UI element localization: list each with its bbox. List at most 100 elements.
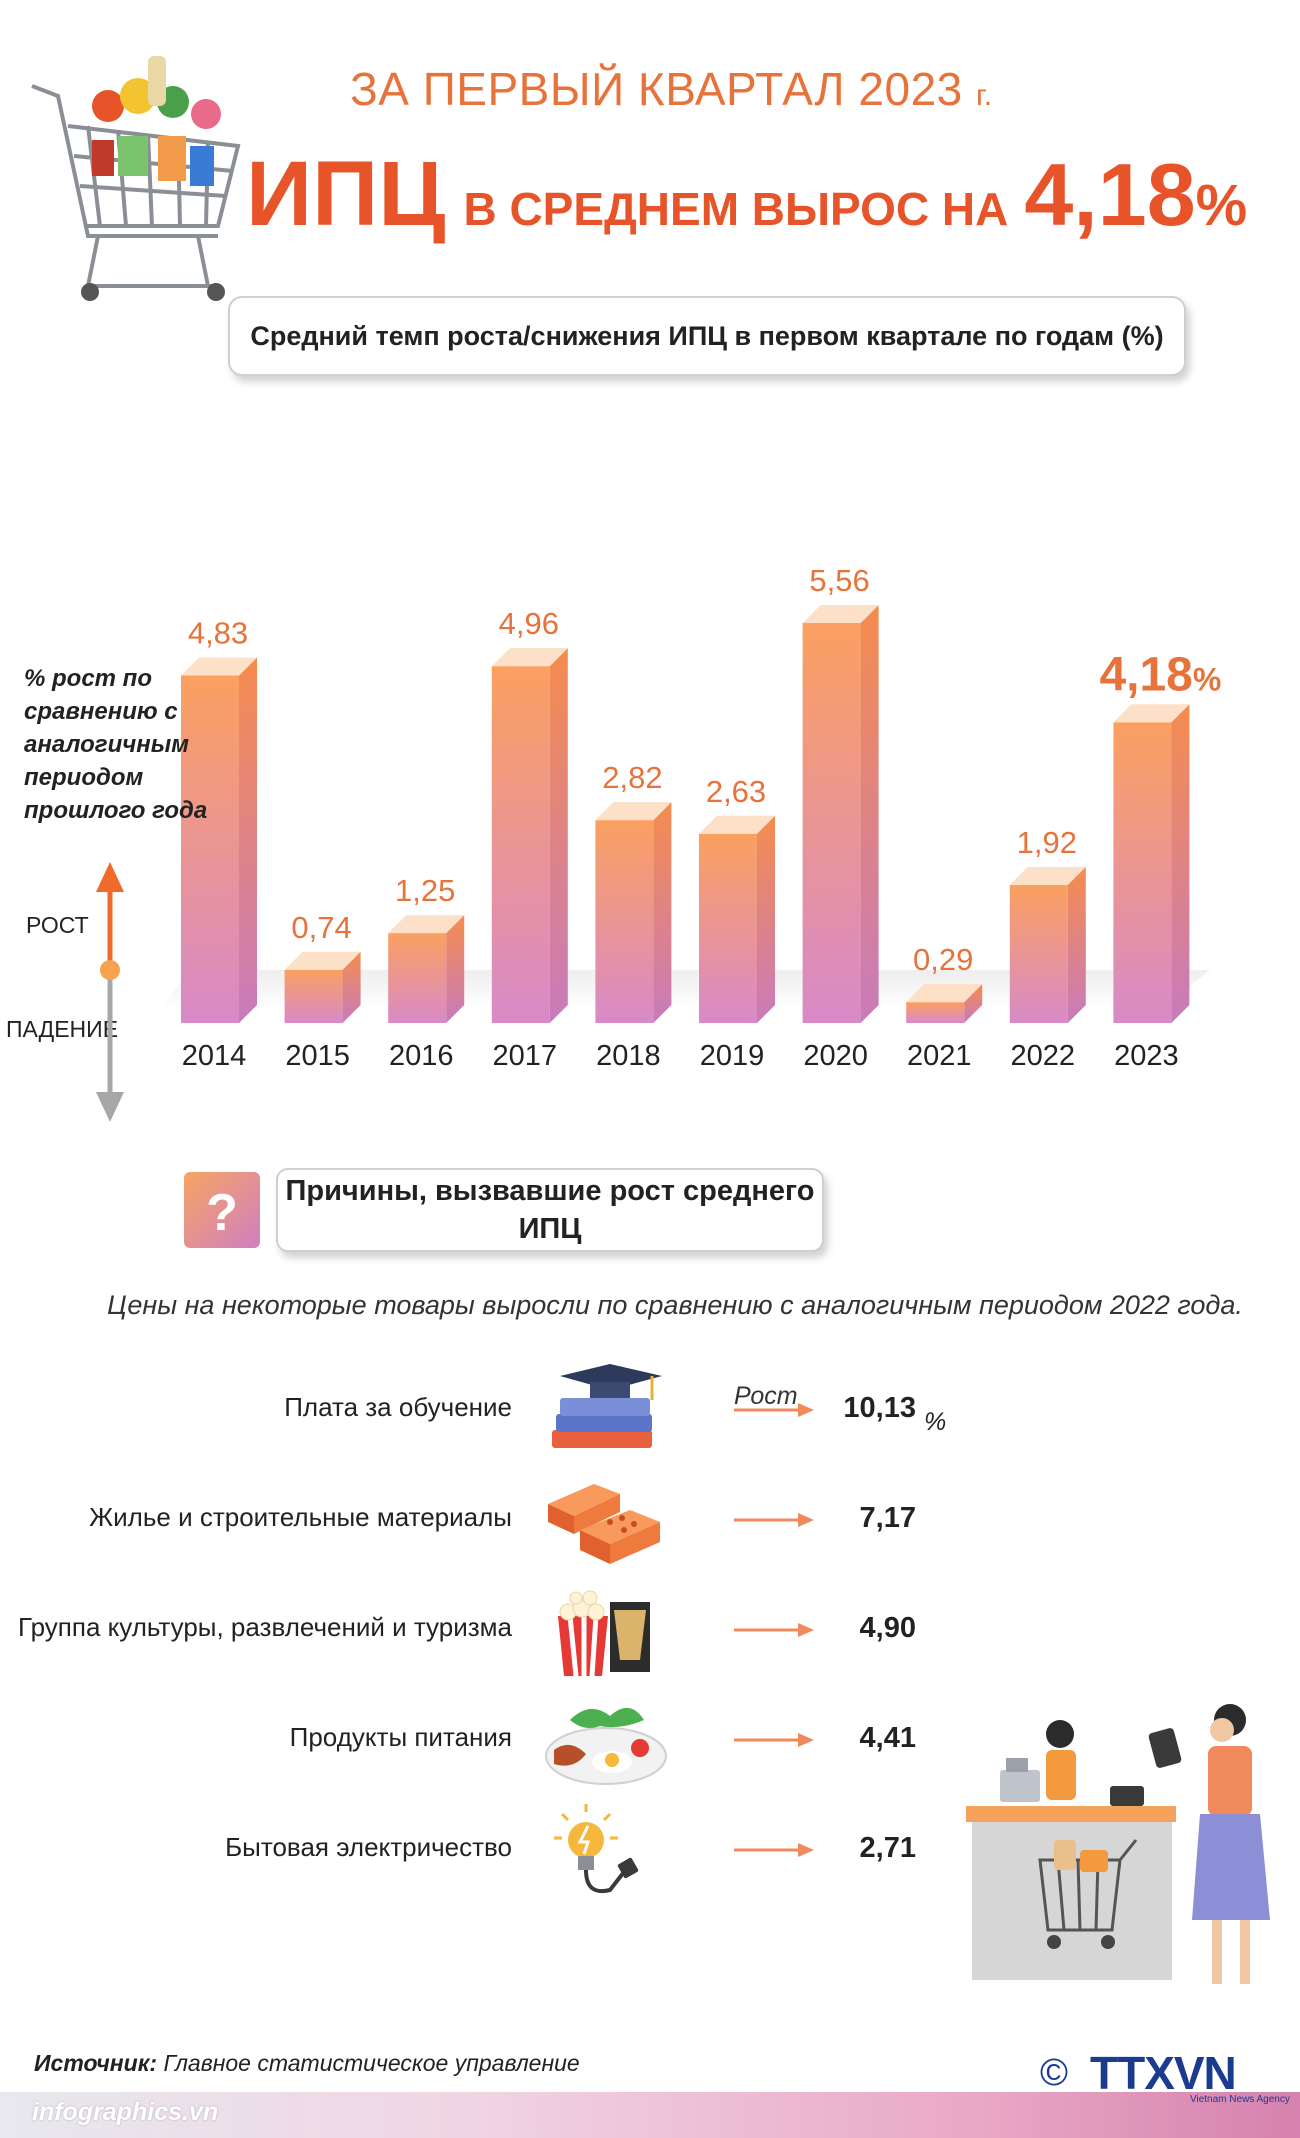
popcorn-icon (558, 1590, 650, 1677)
bar-value-label: 4,83 (188, 616, 248, 651)
x-tick-label: 2023 (1114, 1040, 1179, 1072)
bar-cap (491, 648, 568, 667)
bar-front (802, 623, 861, 1023)
bar-2022 (1009, 866, 1086, 1023)
bar-value-label: 0,29 (913, 942, 973, 977)
reason-item-food: Продукты питания 4,41 (0, 1690, 1300, 1790)
x-tick-label: 2014 (182, 1040, 247, 1072)
reason-value: 2,71 (859, 1832, 916, 1864)
bar-front (595, 820, 654, 1023)
bar-side (549, 648, 568, 1023)
bar-2018 (595, 802, 672, 1023)
bar-front (181, 675, 239, 1023)
rise-arrow-icon (734, 1403, 814, 1417)
period-heading: ЗА ПЕРВЫЙ КВАРТАЛ 2023 г. (350, 62, 993, 116)
bar-2016 (388, 915, 465, 1023)
question-icon: ? (184, 1172, 260, 1248)
reason-value: 10,13 (843, 1392, 916, 1424)
bar-2020 (802, 605, 879, 1023)
bricks-icon (548, 1484, 660, 1564)
shopping-cart-illustration (31, 56, 241, 301)
bar-side (239, 657, 257, 1023)
x-tick-label: 2017 (493, 1040, 558, 1072)
lightbulb-plug-icon (554, 1804, 639, 1893)
copyright-icon: © (1040, 2052, 1068, 2094)
bar-cap (284, 951, 361, 970)
bar-2023 (1113, 704, 1190, 1023)
reason-item-housing: Жилье и строительные материалы 7,17 (0, 1470, 1300, 1570)
source-label: Источник: (34, 2050, 158, 2076)
bar-front (491, 666, 550, 1023)
rise-arrow-icon (734, 1733, 814, 1747)
rise-label: РОСТ (26, 912, 89, 938)
bar-value-label: 2,82 (602, 760, 662, 795)
reason-label: Жилье и строительные материалы (89, 1502, 512, 1532)
x-tick-label: 2021 (907, 1040, 972, 1072)
chart-title: Средний темп роста/снижения ИПЦ в первом… (228, 296, 1186, 376)
bar-cap (906, 984, 983, 1003)
year-suffix: г. (976, 79, 993, 112)
bar-front (388, 933, 447, 1023)
cpi-bar-chart: 4,83 2014 0,74 2015 1,25 2016 4,96 2017 2,82 2018… (160, 563, 1221, 1072)
bar-2021 (906, 984, 983, 1023)
checkout-scene-illustration (966, 1704, 1270, 1984)
reason-label: Группа культуры, развлечений и туризма (18, 1612, 512, 1642)
x-tick-label: 2022 (1011, 1040, 1076, 1072)
reasons-title: Причины, вызвавшие рост среднего ИПЦ (276, 1168, 824, 1252)
rise-arrow-icon (734, 1513, 814, 1527)
reason-value: 7,17 (859, 1502, 916, 1534)
headline: ИПЦ В СРЕДНЕМ ВЫРОС НА 4,18% (246, 142, 1247, 247)
bar-side (446, 915, 465, 1023)
bar-side (342, 951, 361, 1023)
bar-side (1067, 866, 1086, 1023)
x-tick-label: 2019 (700, 1040, 765, 1072)
bar-front (699, 833, 757, 1023)
x-tick-label: 2016 (389, 1040, 454, 1072)
reason-value: 4,90 (859, 1612, 916, 1644)
cpi-label: ИПЦ (246, 143, 446, 245)
bar-side (860, 605, 879, 1023)
rise-arrow-icon (734, 1623, 814, 1637)
bar-front (1113, 722, 1172, 1023)
period-text: ЗА ПЕРВЫЙ КВАРТАЛ 2023 (350, 63, 963, 115)
bar-2015 (284, 951, 361, 1023)
x-tick-label: 2020 (803, 1040, 868, 1072)
reason-list: Плата за обучение 10,13 Жилье и строител… (0, 1340, 1300, 1940)
site-link[interactable]: infographics.vn (32, 2098, 219, 2126)
source-note: Источник: Главное статистическое управле… (34, 2050, 580, 2077)
bar-cap (802, 605, 879, 623)
x-tick-label: 2018 (596, 1040, 661, 1072)
bar-front (284, 969, 343, 1023)
reason-item-tuition: Плата за обучение 10,13 (0, 1360, 1300, 1460)
bar-value-pct: % (1193, 661, 1221, 697)
bar-value-label: 0,74 (291, 910, 351, 945)
bar-side (1171, 704, 1190, 1023)
rise-arrow-icon (734, 1843, 814, 1857)
bar-value-label: 2,63 (706, 774, 766, 809)
bar-side (964, 984, 983, 1023)
growth-label: Рост (734, 1382, 798, 1410)
bar-value-label: 1,92 (1017, 825, 1077, 860)
reason-label: Продукты питания (289, 1722, 512, 1752)
reason-label: Бытовая электричество (225, 1832, 512, 1862)
ttxvn-subtitle: Vietnam News Agency (1190, 2094, 1290, 2105)
graduation-cap-icon (552, 1364, 662, 1448)
avg-rise-text: В СРЕДНЕМ ВЫРОС НА (463, 183, 1009, 235)
headline-pct: % (1195, 173, 1248, 238)
svg-text:?: ? (206, 1184, 238, 1242)
bar-cap (1113, 704, 1190, 723)
bar-front (906, 1002, 965, 1023)
ttxvn-logo: TTXVN (1090, 2047, 1237, 2099)
bar-cap (1009, 866, 1086, 885)
reason-item-electricity: Бытовая электричество 2,71 (0, 1800, 1300, 1900)
axis-note: % рост по сравнению с аналогичным период… (24, 665, 208, 824)
bar-cap (388, 915, 465, 934)
reason-item-culture: Группа культуры, развлечений и туризма 4… (0, 1580, 1300, 1680)
source-text: Главное статистическое управление (163, 2050, 580, 2076)
bar-side (757, 815, 775, 1023)
bar-value-label: 4,96 (499, 606, 559, 641)
footer-bar (0, 2092, 1300, 2138)
bar-value-label: 5,56 (809, 563, 869, 598)
bar-cap (595, 802, 672, 821)
bar-2014 (181, 657, 257, 1023)
